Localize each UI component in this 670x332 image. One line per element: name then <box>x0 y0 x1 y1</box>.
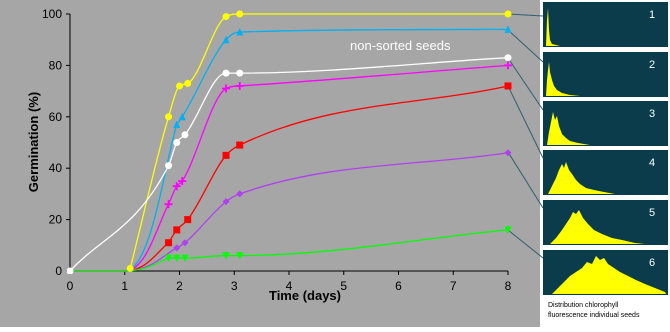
data-point <box>165 162 173 170</box>
data-point <box>165 254 173 263</box>
data-point <box>173 226 181 234</box>
data-point <box>184 79 192 87</box>
data-point <box>236 252 244 260</box>
inset-label: 5 <box>649 207 655 219</box>
x-tick-label: 7 <box>450 279 457 293</box>
x-tick-label: 5 <box>340 279 347 293</box>
data-point <box>504 226 512 234</box>
connectors <box>507 13 544 259</box>
x-tick-label: 1 <box>121 279 128 293</box>
data-point <box>172 182 181 191</box>
data-point <box>222 151 230 159</box>
y-tick-label: 20 <box>49 213 63 227</box>
inset-histogram <box>547 112 590 145</box>
fit-curve <box>69 57 509 272</box>
connector <box>507 57 544 111</box>
inset-histogram <box>552 256 666 294</box>
x-tick-label: 6 <box>395 279 402 293</box>
data-point <box>173 244 181 252</box>
inset-label: 4 <box>649 157 655 169</box>
inset-panel <box>543 2 668 47</box>
data-point <box>504 149 512 157</box>
x-tick-label: 4 <box>286 279 293 293</box>
x-tick-label: 3 <box>231 279 238 293</box>
data-point <box>173 254 181 263</box>
data-point <box>181 239 189 247</box>
data-point <box>126 264 134 272</box>
data-point <box>504 10 512 18</box>
connector <box>507 229 544 259</box>
data-point <box>222 35 230 44</box>
x-tick-label: 8 <box>505 279 512 293</box>
data-point <box>165 113 173 121</box>
data-point <box>181 131 189 139</box>
data-point <box>165 239 173 247</box>
inset-histogram <box>546 62 580 96</box>
connector <box>507 85 544 159</box>
annotation: non-sorted seeds <box>350 38 451 53</box>
data-point <box>66 267 74 275</box>
x-axis-label: Time (days) <box>269 288 341 303</box>
connector <box>507 29 544 63</box>
inset-caption: fluorescence individual seeds <box>548 312 640 319</box>
data-point <box>236 190 244 198</box>
y-tick-label: 80 <box>49 58 63 72</box>
data-point <box>236 10 244 18</box>
y-tick-label: 100 <box>42 7 62 21</box>
connector <box>507 151 544 209</box>
data-point <box>222 69 230 77</box>
inset-label: 2 <box>649 59 655 71</box>
data-point <box>164 200 173 209</box>
y-tick-label: 40 <box>49 161 63 175</box>
fit-curve <box>129 13 508 269</box>
x-tick-label: 0 <box>67 279 74 293</box>
insets <box>543 2 668 295</box>
data-point <box>173 120 181 129</box>
data-point <box>181 254 189 263</box>
data-point <box>236 27 244 36</box>
data-point <box>178 177 187 186</box>
data-point <box>222 198 230 206</box>
data-point <box>504 82 512 90</box>
y-tick-label: 0 <box>55 264 62 278</box>
connector <box>507 13 544 17</box>
data-point <box>504 61 512 70</box>
inset-histogram <box>546 8 560 46</box>
curve-lead <box>70 257 169 272</box>
data-point <box>184 216 192 224</box>
data-point <box>222 13 230 21</box>
inset-histogram <box>548 162 615 194</box>
inset-panel <box>543 52 668 97</box>
inset-histogram <box>550 210 645 244</box>
data-point <box>236 69 244 77</box>
y-tick-label: 60 <box>49 110 63 124</box>
inset-label: 1 <box>649 9 655 21</box>
inset-label: 3 <box>649 108 655 120</box>
data-point <box>504 54 512 62</box>
data-point <box>178 112 186 121</box>
inset-caption: Distribution chlorophyll <box>548 302 619 309</box>
data-point <box>222 252 230 260</box>
data-point <box>173 139 181 146</box>
data-point <box>222 84 231 93</box>
data-point <box>235 81 244 90</box>
inset-label: 6 <box>649 257 655 269</box>
y-axis-label: Germination (%) <box>26 92 41 192</box>
plot-background <box>0 0 540 327</box>
x-tick-label: 2 <box>176 279 183 293</box>
data-point <box>504 25 512 33</box>
data-point <box>236 141 244 149</box>
data-point <box>176 82 183 90</box>
